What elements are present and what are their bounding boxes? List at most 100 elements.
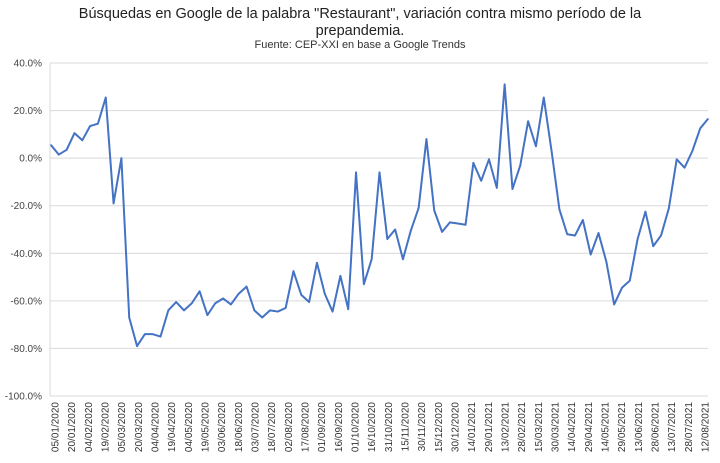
- data-point: [73, 132, 76, 134]
- x-tick-label: 03/07/2020: [251, 402, 262, 452]
- data-point: [347, 308, 350, 310]
- data-point: [449, 221, 451, 224]
- x-tick-label: 04/04/2020: [151, 402, 162, 452]
- x-tick-label: 13/02/2021: [501, 402, 512, 452]
- data-point: [456, 222, 459, 225]
- data-point: [58, 153, 60, 156]
- data-point: [222, 297, 224, 300]
- y-tick-label: -20.0%: [10, 201, 42, 212]
- data-point: [378, 171, 381, 174]
- data-point: [668, 207, 670, 209]
- x-tick-label: 14/01/2021: [467, 402, 478, 452]
- x-tick-label: 18/06/2020: [234, 402, 245, 452]
- data-point: [402, 258, 404, 261]
- data-point: [284, 307, 287, 309]
- data-point: [699, 127, 701, 130]
- x-tick-label: 14/05/2021: [601, 402, 612, 452]
- x-tick-label: 15/03/2021: [534, 402, 545, 452]
- data-point: [441, 231, 443, 233]
- data-point: [613, 303, 615, 306]
- y-tick-label: -40.0%: [10, 249, 42, 260]
- data-point: [261, 316, 263, 319]
- data-point: [65, 149, 68, 151]
- data-point: [50, 144, 52, 146]
- x-tick-label: 13/06/2021: [634, 402, 645, 452]
- data-point: [112, 202, 115, 205]
- data-point: [519, 164, 522, 167]
- x-tick-label: 18/07/2020: [267, 402, 278, 452]
- x-tick-label: 29/01/2021: [484, 402, 495, 452]
- x-tick-label: 01/10/2020: [351, 402, 362, 452]
- data-point: [308, 301, 310, 303]
- data-point: [316, 262, 318, 264]
- data-point: [636, 238, 639, 240]
- data-point: [292, 270, 295, 272]
- data-point: [323, 292, 326, 295]
- x-tick-label: 15/11/2020: [401, 402, 412, 452]
- data-point: [675, 158, 678, 161]
- x-tick-label: 05/01/2020: [51, 402, 62, 452]
- data-point: [81, 139, 84, 142]
- data-point: [386, 238, 389, 240]
- x-tick-label: 19/02/2020: [101, 402, 112, 452]
- data-point: [300, 294, 303, 296]
- data-point: [503, 83, 506, 86]
- data-point: [535, 145, 537, 148]
- data-point: [605, 260, 608, 263]
- data-point: [582, 219, 584, 221]
- data-point: [363, 283, 365, 286]
- data-point: [370, 258, 373, 261]
- data-point: [190, 302, 193, 305]
- data-point: [409, 229, 412, 232]
- data-point: [175, 301, 177, 303]
- x-tick-label: 03/06/2020: [217, 402, 228, 452]
- x-tick-label: 31/10/2020: [384, 402, 395, 452]
- data-point: [597, 232, 600, 234]
- y-tick-label: 20.0%: [14, 106, 42, 117]
- x-tick-label: 28/06/2021: [651, 402, 662, 452]
- data-point: [136, 345, 138, 347]
- chart-title: Búsquedas en Google de la palabra "Resta…: [78, 6, 642, 39]
- data-point: [652, 245, 655, 247]
- x-tick-label: 13/07/2021: [667, 402, 678, 452]
- data-point: [644, 210, 647, 213]
- x-tick-label: 14/04/2021: [567, 402, 578, 452]
- data-point: [97, 122, 99, 125]
- data-point: [394, 228, 396, 231]
- data-point: [104, 96, 107, 99]
- data-point: [574, 234, 576, 237]
- x-tick-label: 16/10/2020: [367, 402, 378, 452]
- x-tick-label: 17/08/2020: [301, 402, 312, 452]
- data-point: [589, 253, 592, 256]
- chart-subtitle: Fuente: CEP-XXI en base a Google Trends: [254, 39, 466, 51]
- data-point: [269, 309, 271, 312]
- data-point: [550, 150, 553, 152]
- data-point: [566, 233, 569, 236]
- y-tick-label: 40.0%: [14, 59, 42, 70]
- data-point: [128, 316, 131, 319]
- data-point: [480, 179, 482, 182]
- data-point: [198, 290, 201, 293]
- x-tick-label: 20/01/2020: [67, 402, 78, 452]
- y-tick-label: -80.0%: [10, 344, 42, 355]
- series-line: [50, 83, 709, 348]
- data-point: [621, 286, 623, 289]
- data-point: [277, 310, 279, 313]
- data-point: [472, 162, 475, 164]
- data-point: [425, 138, 428, 140]
- data-point: [417, 207, 420, 209]
- y-tick-label: 0.0%: [19, 154, 42, 165]
- x-tick-label: 05/03/2020: [117, 402, 128, 452]
- data-point: [167, 309, 170, 312]
- data-point: [542, 96, 545, 99]
- x-tick-label: 30/11/2020: [417, 402, 428, 452]
- data-point: [707, 118, 709, 120]
- data-point: [89, 125, 91, 127]
- x-tick-label: 29/04/2021: [584, 402, 595, 452]
- x-tick-label: 12/08/2021: [701, 402, 712, 452]
- data-point: [628, 279, 631, 282]
- data-point: [214, 302, 217, 305]
- y-tick-label: -60.0%: [10, 296, 42, 307]
- data-point: [159, 335, 162, 338]
- data-point: [691, 150, 694, 152]
